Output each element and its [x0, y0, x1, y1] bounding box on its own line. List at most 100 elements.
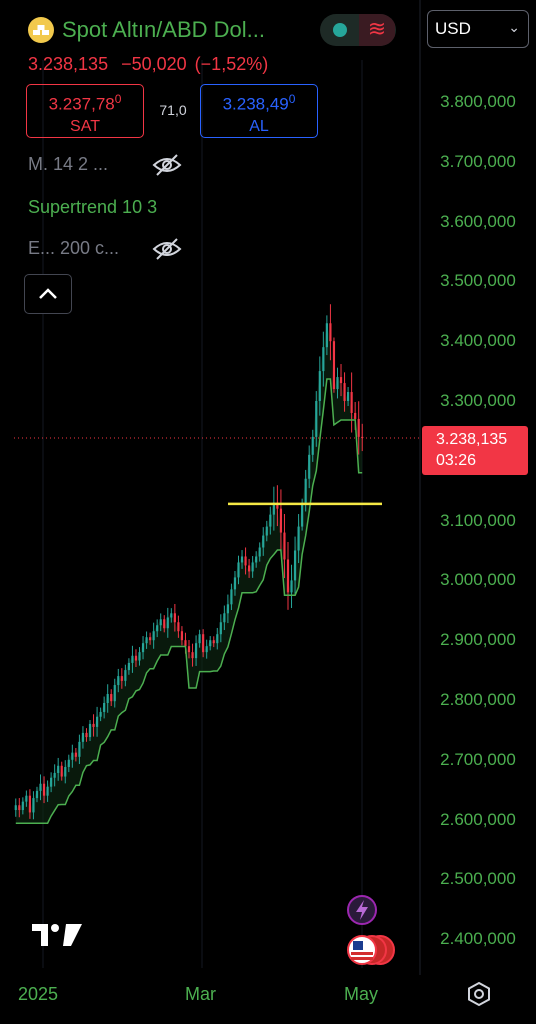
price-axis-label: 2.700,000	[440, 749, 516, 769]
candle-body	[141, 643, 145, 653]
candle-body	[110, 694, 113, 702]
candle-body	[216, 634, 219, 644]
candle-body	[237, 562, 240, 578]
settings-icon[interactable]	[466, 981, 492, 1007]
candle-body	[219, 622, 222, 635]
candle-body	[283, 532, 286, 560]
price-axis-label: 3.300,000	[440, 391, 516, 410]
candle-body	[81, 732, 85, 742]
candle-body	[329, 323, 332, 342]
indicator-supertrend[interactable]: Supertrend 10 3	[28, 197, 158, 217]
candle-body	[131, 655, 134, 663]
price-axis-label: 2.900,000	[440, 630, 516, 650]
candle-body	[67, 759, 70, 767]
candle-body	[170, 613, 173, 618]
gold-bars-icon	[28, 17, 54, 43]
candle-body	[50, 777, 53, 787]
candle-body	[191, 652, 194, 659]
eye-off-icon[interactable]	[152, 236, 182, 262]
currency-select[interactable]: USD ⌄	[427, 10, 529, 48]
candle-body	[350, 392, 353, 413]
candle-body	[163, 619, 166, 629]
candle-body	[279, 508, 283, 533]
candle-body	[180, 631, 184, 641]
price-axis-label: 3.700,000	[440, 151, 516, 171]
candle-body	[332, 341, 336, 390]
buy-price: 3.238,49	[222, 94, 289, 114]
candle-body	[304, 478, 307, 503]
candle-body	[127, 662, 130, 671]
candle-body	[346, 392, 350, 401]
time-axis-label: May	[344, 984, 379, 1004]
indicator-ema[interactable]: E... 200 c...	[28, 238, 120, 258]
candle-body	[92, 723, 95, 727]
candle-body	[308, 454, 311, 479]
collapse-legend-button[interactable]	[24, 274, 72, 314]
spread-value: 71,0	[159, 102, 187, 118]
candle-body	[322, 347, 325, 372]
last-price-tag: 3.238,135 03:26	[422, 426, 528, 475]
candle-body	[187, 646, 191, 653]
price-change: −50,020	[121, 54, 187, 74]
candle-body	[262, 535, 265, 548]
lightning-icon[interactable]	[346, 894, 378, 926]
candle-body	[21, 801, 24, 811]
candle-body	[88, 723, 92, 738]
chart-wave-icon[interactable]: ≋	[359, 14, 395, 46]
candle-body	[117, 676, 120, 686]
candle-body	[71, 752, 74, 760]
candle-body	[251, 562, 254, 572]
candle-body	[198, 634, 201, 644]
sell-button[interactable]: 3.237,780 SAT	[26, 84, 144, 138]
supertrend-fill	[15, 323, 363, 824]
price-axis-label: 3.600,000	[440, 211, 516, 231]
candle-body	[103, 702, 106, 712]
candle-body	[269, 514, 272, 527]
tradingview-logo[interactable]	[30, 920, 84, 950]
time-axis-label: Mar	[185, 984, 216, 1004]
candle-body	[325, 323, 328, 348]
market-status-pill[interactable]: ≋	[320, 14, 396, 46]
candle-body	[255, 556, 258, 563]
candle-body	[106, 694, 109, 703]
price-axis-label: 2.600,000	[440, 809, 516, 829]
candle-body	[166, 617, 169, 629]
buy-button[interactable]: 3.238,490 AL	[200, 84, 318, 138]
eye-off-icon[interactable]	[152, 152, 182, 178]
candle-body	[152, 631, 155, 641]
us-flag-events-icon[interactable]	[346, 934, 396, 966]
symbol-title-row[interactable]: Spot Altın/ABD Dol...	[28, 14, 265, 46]
candle-body	[14, 805, 17, 811]
price-axis-label: 3.800,000	[440, 92, 516, 111]
candle-body	[223, 613, 226, 623]
price-axis-label: 2.800,000	[440, 690, 516, 709]
candle-body	[28, 795, 32, 813]
candle-body	[343, 383, 346, 401]
candle-body	[78, 741, 81, 757]
candle-body	[124, 670, 127, 681]
price-axis-label: 3.500,000	[440, 271, 516, 291]
candle-body	[173, 613, 176, 623]
price-tag-value: 3.238,135	[436, 431, 508, 448]
candle-body	[202, 634, 205, 653]
symbol-title[interactable]: Spot Altın/ABD Dol...	[62, 17, 265, 42]
candle-body	[95, 716, 99, 727]
indicator-ma[interactable]: M. 14 2 ...	[28, 154, 109, 174]
candle-body	[177, 622, 180, 632]
candle-body	[39, 783, 42, 791]
candle-body	[212, 640, 215, 644]
buy-label: AL	[249, 117, 269, 135]
candle-body	[194, 643, 198, 659]
candle-body	[60, 765, 63, 777]
candle-body	[244, 556, 247, 566]
candle-body	[248, 565, 251, 572]
candle-body	[35, 790, 39, 799]
candle-body	[297, 526, 300, 551]
candle-body	[265, 526, 268, 536]
last-price: 3.238,135	[28, 54, 109, 74]
candle-body	[361, 436, 364, 438]
candle-body	[134, 655, 138, 661]
candle-body	[184, 640, 187, 647]
chevron-down-icon: ⌄	[508, 19, 520, 35]
